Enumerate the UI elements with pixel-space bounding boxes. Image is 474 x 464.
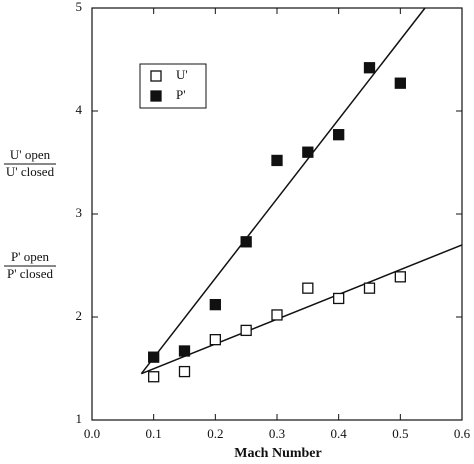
legend-marker <box>150 90 162 102</box>
data-point <box>240 236 252 248</box>
y-label-u-numerator: U' open <box>10 147 51 162</box>
legend-frame <box>139 63 207 109</box>
data-point <box>363 282 376 294</box>
data-point <box>148 351 160 363</box>
legend-marker <box>150 70 162 82</box>
y-label-p-numerator: P' open <box>11 249 50 264</box>
data-point <box>302 146 314 158</box>
y-label-u-denominator: U' closed <box>6 164 55 179</box>
legend-label: U' <box>176 67 188 82</box>
y-tick-label: 5 <box>76 0 83 14</box>
x-tick-label: 0.1 <box>146 426 162 441</box>
data-point <box>271 154 283 167</box>
data-point <box>209 334 221 346</box>
data-point <box>333 129 345 141</box>
data-point <box>394 77 406 89</box>
y-tick-label: 2 <box>76 308 83 323</box>
fit-line <box>140 7 426 375</box>
data-point <box>148 371 160 383</box>
data-point <box>363 62 376 74</box>
data-point <box>271 309 283 321</box>
data-point <box>302 282 314 294</box>
y-axis-label: U' open U' closed P' open P' closed <box>4 147 56 281</box>
x-tick-label: 0.4 <box>331 426 348 441</box>
data-point <box>394 271 406 283</box>
x-axis-label: Mach Number <box>234 446 322 461</box>
y-label-p-denominator: P' closed <box>7 266 54 281</box>
legend: U' P' <box>139 63 207 109</box>
y-tick-label: 1 <box>76 411 83 426</box>
x-tick-label: 0.0 <box>84 426 100 441</box>
x-tick-label: 0.2 <box>207 426 223 441</box>
y-tick-label: 3 <box>76 205 83 220</box>
legend-label: P' <box>176 87 186 102</box>
data-point <box>209 298 221 311</box>
data-point <box>333 292 345 305</box>
x-tick-label: 0.6 <box>454 426 471 441</box>
data-point <box>178 345 191 357</box>
fit-line <box>141 244 463 375</box>
data-point <box>178 365 191 378</box>
y-tick-label: 4 <box>76 102 83 117</box>
x-tick-label: 0.3 <box>269 426 285 441</box>
x-tick-label: 0.5 <box>392 426 408 441</box>
data-point <box>240 324 252 337</box>
